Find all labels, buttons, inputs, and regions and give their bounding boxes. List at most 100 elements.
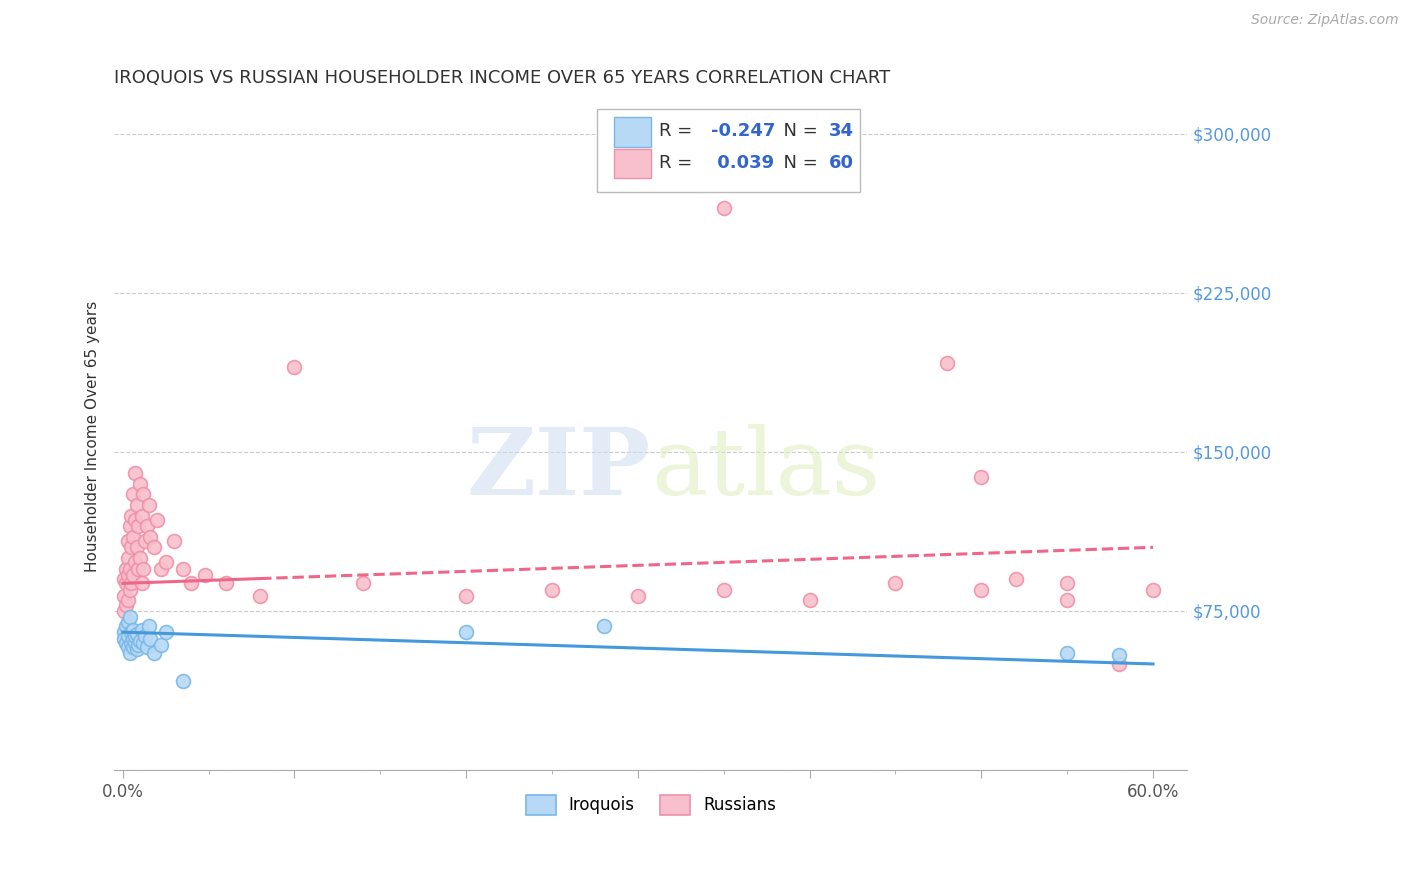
Point	[122, 640, 145, 654]
Point	[142, 646, 165, 660]
Point	[194, 567, 217, 582]
Point	[118, 582, 141, 597]
Point	[122, 487, 145, 501]
Point	[117, 640, 139, 654]
Text: 60: 60	[830, 153, 853, 172]
Text: N =: N =	[772, 153, 824, 172]
Point	[1108, 657, 1130, 671]
Point	[117, 567, 139, 582]
Text: IROQUOIS VS RUSSIAN HOUSEHOLDER INCOME OVER 65 YEARS CORRELATION CHART: IROQUOIS VS RUSSIAN HOUSEHOLDER INCOME O…	[114, 69, 890, 87]
Point	[125, 642, 148, 657]
Point	[799, 593, 821, 607]
Text: 34: 34	[830, 122, 853, 140]
Point	[132, 487, 155, 501]
Point	[713, 201, 735, 215]
Point	[149, 638, 172, 652]
Point	[122, 632, 145, 646]
Point	[124, 629, 146, 643]
Point	[139, 530, 162, 544]
Point	[117, 550, 139, 565]
Point	[114, 604, 136, 618]
Point	[1056, 646, 1078, 660]
Point	[120, 541, 142, 555]
Point	[352, 576, 374, 591]
Point	[146, 513, 169, 527]
Point	[132, 636, 155, 650]
Point	[114, 572, 136, 586]
Legend: Iroquois, Russians: Iroquois, Russians	[519, 789, 783, 822]
Point	[155, 625, 177, 640]
Point	[142, 541, 165, 555]
FancyBboxPatch shape	[614, 118, 651, 146]
Y-axis label: Householder Income Over 65 years: Householder Income Over 65 years	[86, 301, 100, 572]
Point	[1056, 576, 1078, 591]
Point	[541, 582, 564, 597]
Point	[970, 582, 993, 597]
Point	[134, 629, 156, 643]
Text: Source: ZipAtlas.com: Source: ZipAtlas.com	[1251, 13, 1399, 28]
Point	[125, 627, 148, 641]
Point	[456, 589, 478, 603]
Point	[129, 476, 152, 491]
Point	[134, 533, 156, 548]
Point	[127, 638, 149, 652]
Point	[936, 356, 959, 370]
Point	[114, 625, 136, 640]
Point	[1142, 582, 1164, 597]
Point	[127, 561, 149, 575]
Text: N =: N =	[772, 122, 824, 140]
Point	[118, 561, 141, 575]
Point	[1108, 648, 1130, 663]
Point	[115, 619, 138, 633]
Point	[180, 576, 202, 591]
Point	[124, 636, 146, 650]
Point	[115, 636, 138, 650]
Text: atlas: atlas	[651, 425, 880, 515]
Point	[127, 519, 149, 533]
Point	[713, 582, 735, 597]
Point	[456, 625, 478, 640]
Point	[884, 576, 907, 591]
Text: -0.247: -0.247	[711, 122, 775, 140]
Point	[115, 561, 138, 575]
Point	[1056, 593, 1078, 607]
Point	[122, 623, 145, 637]
Point	[118, 610, 141, 624]
Text: ZIP: ZIP	[467, 425, 651, 515]
Point	[125, 541, 148, 555]
Point	[215, 576, 238, 591]
Point	[172, 561, 194, 575]
Point	[120, 636, 142, 650]
Text: R =: R =	[659, 153, 699, 172]
Point	[124, 513, 146, 527]
Text: 0.039: 0.039	[711, 153, 775, 172]
Point	[120, 576, 142, 591]
Point	[114, 632, 136, 646]
Point	[120, 625, 142, 640]
Point	[155, 555, 177, 569]
Point	[117, 629, 139, 643]
Point	[131, 576, 153, 591]
Point	[149, 561, 172, 575]
Point	[172, 673, 194, 688]
Point	[138, 498, 160, 512]
Point	[131, 508, 153, 523]
Point	[283, 359, 305, 374]
Point	[135, 640, 157, 654]
Point	[115, 576, 138, 591]
Point	[124, 466, 146, 480]
Point	[138, 619, 160, 633]
Point	[129, 633, 152, 648]
FancyBboxPatch shape	[598, 109, 860, 192]
Point	[122, 530, 145, 544]
Point	[118, 519, 141, 533]
Point	[120, 508, 142, 523]
Point	[163, 533, 186, 548]
Point	[970, 470, 993, 484]
Point	[129, 550, 152, 565]
Point	[1004, 572, 1026, 586]
FancyBboxPatch shape	[614, 149, 651, 178]
Point	[125, 498, 148, 512]
Text: R =: R =	[659, 122, 699, 140]
Point	[139, 632, 162, 646]
